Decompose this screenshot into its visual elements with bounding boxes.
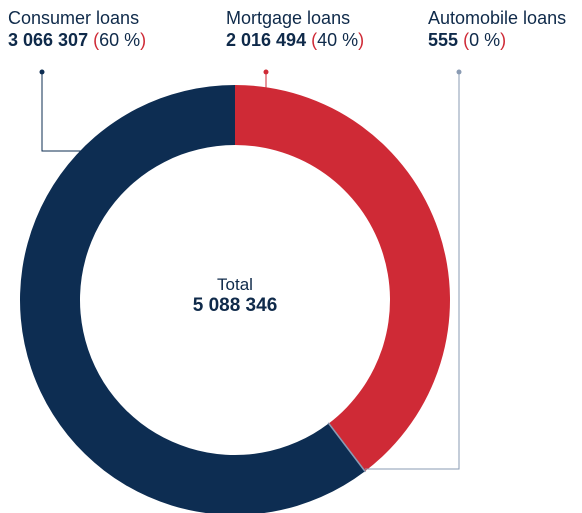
automobile-loans-percent: 0 %	[469, 29, 501, 50]
consumer-loans-percent: 60 %	[99, 29, 141, 50]
mortgage-loans-label: Mortgage loans 2 016 494 (40 %)	[226, 8, 365, 50]
slice-mortgage-loans	[235, 85, 451, 472]
donut-slices	[20, 85, 451, 513]
leader-lines	[39, 69, 462, 470]
slice-automobile-loans-edge	[328, 423, 366, 472]
consumer-loans-name: Consumer loans	[8, 8, 140, 28]
consumer-loans-label: Consumer loans 3 066 307 (60 %)	[8, 8, 147, 50]
leader-automobile-loans-dot	[456, 69, 462, 75]
total-center-label: Total 5 088 346	[135, 275, 335, 318]
leader-mortgage-loans-dot	[263, 69, 269, 75]
leader-consumer-loans	[41, 72, 127, 152]
leader-automobile-loans	[364, 72, 460, 470]
total-label: Total	[217, 275, 253, 294]
automobile-loans-value: 555	[428, 29, 459, 50]
consumer-loans-value: 3 066 307	[8, 29, 89, 50]
automobile-loans-label: Automobile loans 555 (0 %)	[428, 8, 567, 50]
leader-consumer-loans-dot	[39, 69, 45, 75]
slice-consumer-loans	[20, 85, 365, 513]
total-value: 5 088 346	[192, 295, 278, 317]
mortgage-loans-value: 2 016 494	[226, 29, 307, 50]
automobile-loans-name: Automobile loans	[428, 8, 567, 28]
mortgage-loans-percent: 40 %	[317, 29, 359, 50]
mortgage-loans-name: Mortgage loans	[226, 8, 351, 28]
